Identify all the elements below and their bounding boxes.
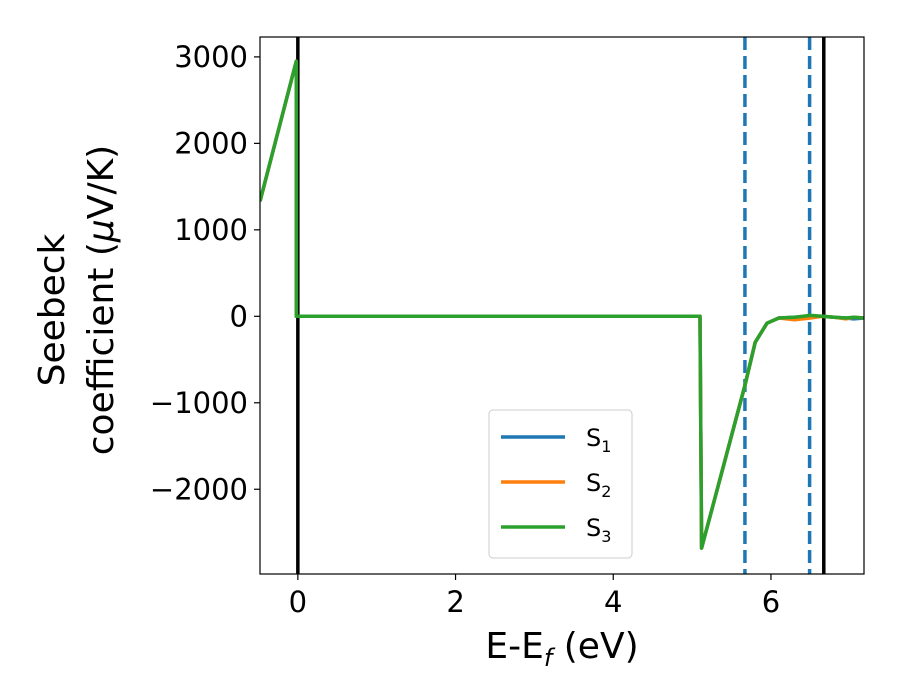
legend-label-1: S1 bbox=[586, 424, 611, 456]
y-tick-label: −2000 bbox=[150, 472, 248, 506]
x-tick-label: 6 bbox=[762, 585, 780, 619]
plot-frame bbox=[259, 36, 865, 575]
y-tick-label: 2000 bbox=[174, 126, 248, 160]
legend: S1 S2 S3 bbox=[488, 409, 633, 559]
y-axis-title-line1: Seebeck bbox=[32, 233, 73, 386]
legend-label-3: S3 bbox=[586, 514, 611, 546]
y-tick-label: −1000 bbox=[150, 386, 248, 420]
x-tick-label: 4 bbox=[604, 585, 622, 619]
y-tick-label: 3000 bbox=[174, 40, 248, 74]
y-axis-title-line2: coefficient (μV/K) bbox=[81, 145, 122, 455]
x-tick-label: 2 bbox=[446, 585, 464, 619]
legend-box bbox=[488, 409, 633, 559]
x-axis-title: E-Ef (eV) bbox=[485, 626, 638, 672]
series-line-3 bbox=[260, 59, 864, 550]
legend-label-2: S2 bbox=[586, 469, 611, 501]
x-tick-label: 0 bbox=[289, 585, 307, 619]
y-tick-label: 1000 bbox=[174, 213, 248, 247]
y-tick-label: 0 bbox=[230, 299, 248, 333]
